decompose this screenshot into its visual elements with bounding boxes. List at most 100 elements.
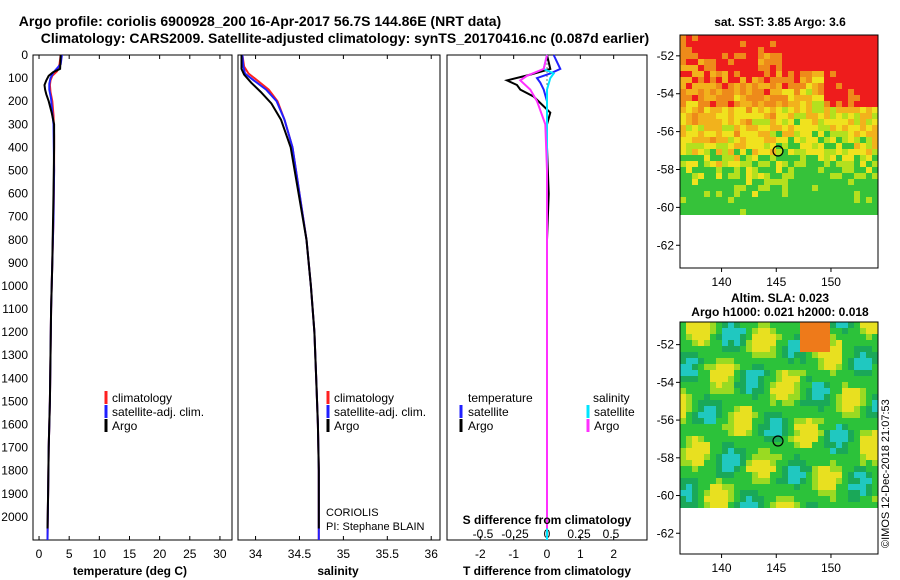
sst-cell <box>872 185 878 191</box>
sst-cell <box>824 107 830 113</box>
sla-cell <box>860 436 866 442</box>
sla-cell <box>818 352 824 358</box>
sst-cell <box>728 167 734 173</box>
sst-cell <box>788 149 794 155</box>
sla-cell <box>770 430 776 436</box>
sla-cell <box>812 448 818 454</box>
sla-cell <box>788 418 794 424</box>
sla-cell <box>752 472 758 478</box>
sst-cell <box>842 185 848 191</box>
sla-cell <box>776 418 782 424</box>
sla-cell <box>734 502 740 508</box>
sst-cell <box>806 119 812 125</box>
sla-cell <box>824 388 830 394</box>
sla-cell <box>788 490 794 496</box>
sst-cell <box>794 167 800 173</box>
sla-cell <box>680 454 686 460</box>
sla-cell <box>824 340 830 346</box>
sst-cell <box>728 107 734 113</box>
sst-cell <box>860 185 866 191</box>
sla-cell <box>872 412 878 418</box>
sst-cell <box>848 143 854 149</box>
sst-cell <box>680 95 686 101</box>
sst-cell <box>722 125 728 131</box>
sla-cell <box>764 460 770 466</box>
depth-tick-label: 1200 <box>1 325 28 339</box>
sst-cell <box>788 203 794 209</box>
sst-cell <box>872 35 878 41</box>
sla-cell <box>806 478 812 484</box>
sla-cell <box>680 346 686 352</box>
sla-cell <box>704 442 710 448</box>
sla-cell <box>842 418 848 424</box>
difference-sal-label: S difference from climatology <box>463 513 632 527</box>
sst-cell <box>836 167 842 173</box>
sla-cell <box>818 490 824 496</box>
sla-cell <box>704 448 710 454</box>
sla-cell <box>812 496 818 502</box>
sla-cell <box>686 376 692 382</box>
sla-cell <box>800 454 806 460</box>
sst-cell <box>716 191 722 197</box>
sal-diff-tick-label: 0.25 <box>567 527 591 541</box>
sst-cell <box>830 197 836 203</box>
sst-cell <box>848 83 854 89</box>
sst-cell <box>866 65 872 71</box>
sst-cell <box>740 107 746 113</box>
sla-cell <box>872 502 878 508</box>
sst-cell <box>728 89 734 95</box>
sal-legend-climatology: climatology <box>334 391 394 405</box>
sst-cell <box>764 203 770 209</box>
sla-cell <box>848 340 854 346</box>
sla-cell <box>860 430 866 436</box>
sst-cell <box>836 209 842 215</box>
depth-tick-label: 0 <box>21 48 28 62</box>
sst-cell <box>734 155 740 161</box>
sla-cell <box>758 394 764 400</box>
sla-cell <box>842 430 848 436</box>
sla-cell <box>752 436 758 442</box>
sst-cell <box>854 107 860 113</box>
sst-cell <box>776 155 782 161</box>
sla-cell <box>872 436 878 442</box>
sla-cell <box>782 472 788 478</box>
sst-cell <box>782 203 788 209</box>
sla-cell <box>824 424 830 430</box>
series-line-salinity-argo <box>518 54 548 529</box>
sst-cell <box>788 167 794 173</box>
sst-cell <box>812 119 818 125</box>
sla-cell <box>722 484 728 490</box>
sla-cell <box>746 322 752 328</box>
sla-cell <box>860 406 866 412</box>
sla-cell <box>872 490 878 496</box>
sst-cell <box>764 149 770 155</box>
sst-cell <box>812 101 818 107</box>
sst-cell <box>686 203 692 209</box>
sla-cell <box>746 502 752 508</box>
sla-cell <box>764 496 770 502</box>
sla-cell <box>824 322 830 328</box>
sst-cell <box>686 65 692 71</box>
sst-cell <box>758 137 764 143</box>
sst-cell <box>776 125 782 131</box>
sla-cell <box>722 478 728 484</box>
sst-cell <box>728 95 734 101</box>
sla-cell <box>866 346 872 352</box>
sla-cell <box>710 418 716 424</box>
sla-cell <box>770 460 776 466</box>
sla-cell <box>692 424 698 430</box>
sst-cell <box>872 107 878 113</box>
sst-cell <box>680 35 686 41</box>
sst-cell <box>812 41 818 47</box>
sla-cell <box>710 478 716 484</box>
sst-cell <box>698 53 704 59</box>
sst-cell <box>788 59 794 65</box>
map-y-tick-label: -60 <box>657 489 675 503</box>
sst-cell <box>692 41 698 47</box>
sla-cell <box>746 454 752 460</box>
sst-cell <box>824 137 830 143</box>
sla-cell <box>824 394 830 400</box>
sst-cell <box>698 191 704 197</box>
sla-cell <box>806 400 812 406</box>
sst-cell <box>758 71 764 77</box>
